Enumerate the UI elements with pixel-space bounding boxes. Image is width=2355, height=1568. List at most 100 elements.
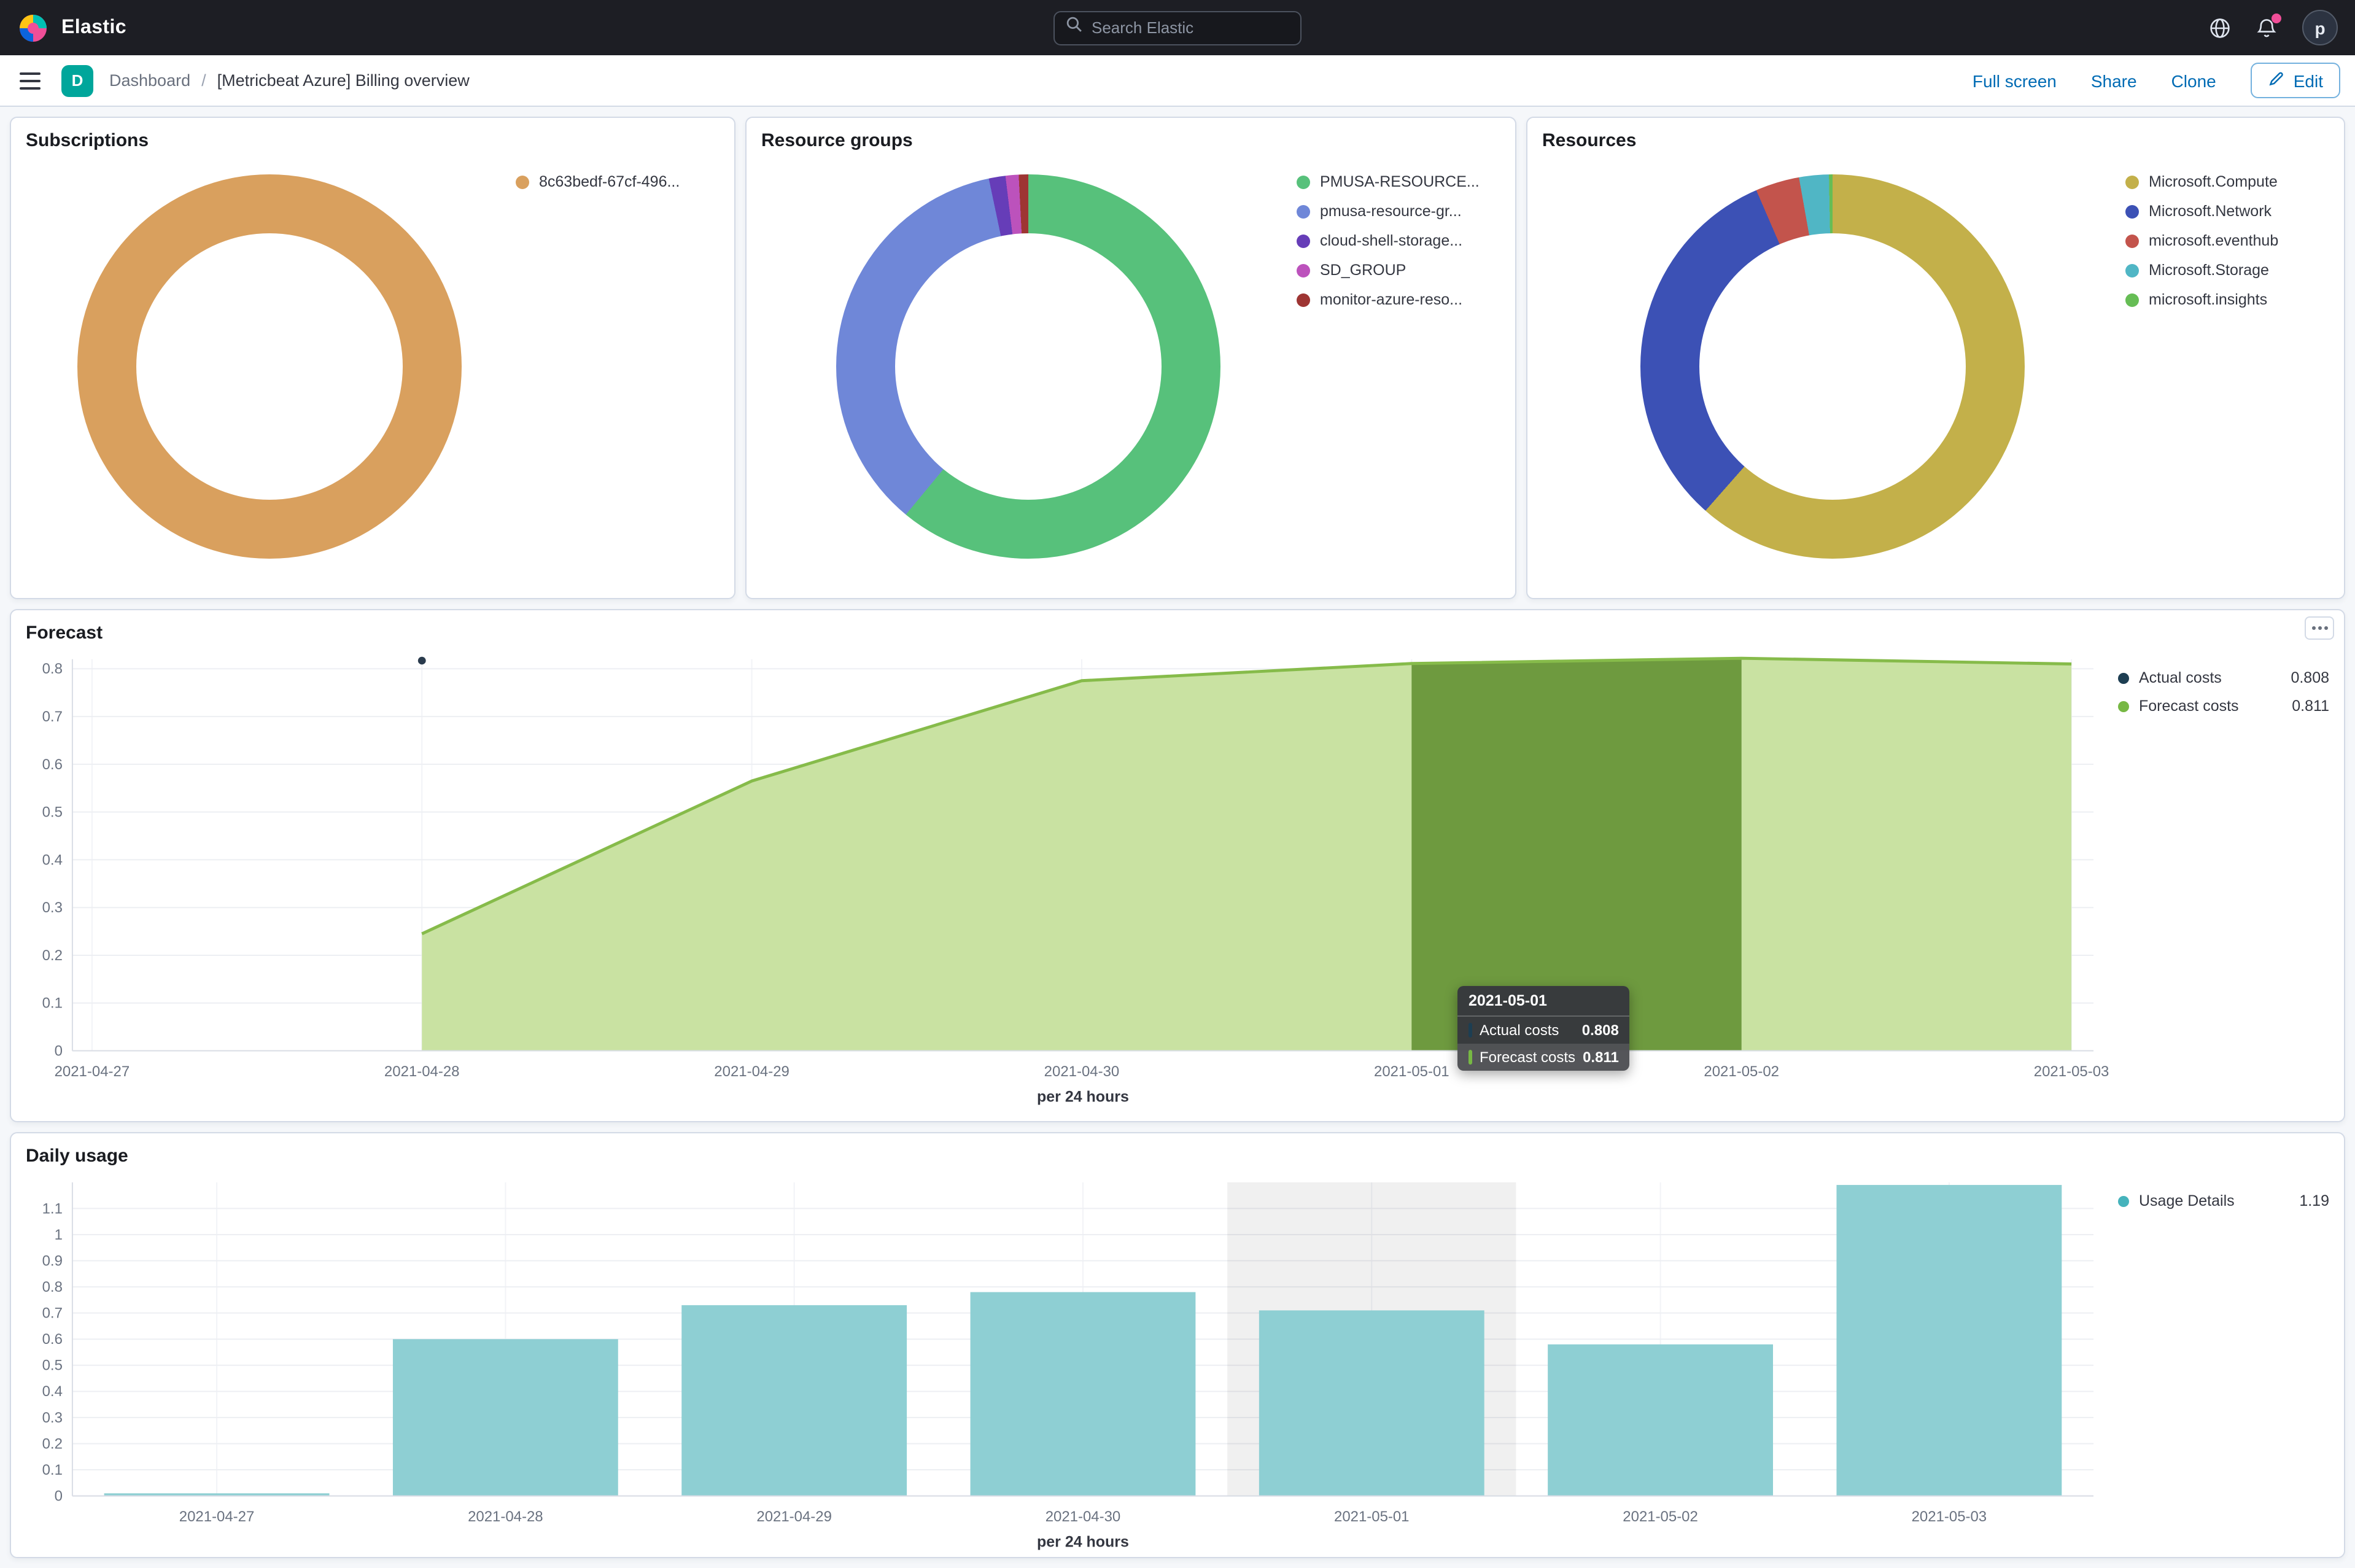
search-input[interactable] <box>1092 18 1276 37</box>
daily-usage-legend: Usage Details 1.19 <box>2118 1193 2329 1210</box>
svg-text:2021-04-30: 2021-04-30 <box>1044 1064 1120 1081</box>
svg-text:per 24 hours: per 24 hours <box>1037 1534 1129 1551</box>
panel-title: Resources <box>1542 130 1637 151</box>
dashboard-toolbar: D Dashboard / [Metricbeat Azure] Billing… <box>0 55 2355 107</box>
svg-text:0.2: 0.2 <box>42 1436 63 1453</box>
panel-resources: Resources Microsoft.Compute Microsoft.Ne… <box>1526 117 2345 600</box>
svg-text:0.6: 0.6 <box>42 1332 63 1348</box>
svg-text:0: 0 <box>55 1488 63 1505</box>
tooltip-value: 0.811 <box>1583 1049 1619 1066</box>
svg-text:0.5: 0.5 <box>42 1358 63 1375</box>
tooltip-swatch <box>1468 1050 1472 1065</box>
panel-daily-usage: Daily usage 0 0.1 0.2 0.3 0.4 0.5 0.6 0.7 0.8 0.9… <box>10 1132 2345 1558</box>
legend-label: SD_GROUP <box>1320 262 1406 279</box>
svg-text:0.7: 0.7 <box>42 709 63 726</box>
tooltip-header: 2021-05-01 <box>1457 987 1630 1017</box>
help-globe-icon[interactable] <box>2209 17 2231 39</box>
legend-item[interactable]: Microsoft.Network <box>2125 203 2332 220</box>
legend-item[interactable]: Microsoft.Storage <box>2125 262 2332 279</box>
elastic-logo-icon[interactable] <box>17 12 49 44</box>
chart-tooltip: 2021-05-01 Actual costs 0.808 Forecast c… <box>1457 986 1630 1071</box>
svg-text:2021-05-02: 2021-05-02 <box>1704 1064 1779 1081</box>
legend-swatch <box>1297 234 1310 247</box>
subscriptions-donut-chart[interactable] <box>77 174 462 559</box>
svg-text:0.2: 0.2 <box>42 948 63 964</box>
legend-label: Usage Details <box>2139 1192 2235 1210</box>
tooltip-swatch <box>1468 1023 1472 1038</box>
legend-swatch <box>1297 263 1310 277</box>
legend-swatch <box>1297 204 1310 218</box>
svg-text:2021-05-02: 2021-05-02 <box>1623 1509 1698 1526</box>
panel-options-button[interactable] <box>2305 616 2334 640</box>
edit-button[interactable]: Edit <box>2250 63 2340 98</box>
pencil-icon <box>2268 70 2285 91</box>
svg-text:0.9: 0.9 <box>42 1253 63 1270</box>
svg-text:2021-05-03: 2021-05-03 <box>2034 1064 2109 1081</box>
legend-swatch <box>1297 175 1310 188</box>
svg-text:0.1: 0.1 <box>42 995 63 1012</box>
svg-text:2021-04-27: 2021-04-27 <box>179 1509 255 1526</box>
page-title: [Metricbeat Azure] Billing overview <box>217 71 470 90</box>
global-search[interactable] <box>1053 10 1302 45</box>
legend-item[interactable]: Microsoft.Compute <box>2125 173 2332 190</box>
legend-item[interactable]: microsoft.eventhub <box>2125 232 2332 249</box>
resource-groups-donut-chart[interactable] <box>836 174 1220 559</box>
legend-label: microsoft.insights <box>2149 291 2268 308</box>
panel-subscriptions: Subscriptions 8c63bedf-67cf-496... <box>10 117 735 600</box>
panel-title: Resource groups <box>761 130 913 151</box>
forecast-area-chart[interactable]: 0 0.1 0.2 0.3 0.4 0.5 0.6 0.7 0.8 2021-04-27 2021-… <box>21 648 2111 1114</box>
svg-text:per 24 hours: per 24 hours <box>1037 1089 1129 1106</box>
legend-item[interactable]: Forecast costs 0.811 <box>2118 698 2329 715</box>
tooltip-value: 0.808 <box>1581 1022 1619 1039</box>
legend-value: 0.808 <box>2291 669 2329 687</box>
panel-title: Subscriptions <box>26 130 149 151</box>
legend-item[interactable]: PMUSA-RESOURCE... <box>1297 173 1503 190</box>
legend-label: pmusa-resource-gr... <box>1320 203 1462 220</box>
legend-label: Actual costs <box>2139 669 2222 687</box>
breadcrumb-separator: / <box>201 71 206 90</box>
donut-hole <box>136 233 403 500</box>
dashboard-grid: Subscriptions 8c63bedf-67cf-496... Resou… <box>0 107 2355 1568</box>
legend-item[interactable]: pmusa-resource-gr... <box>1297 203 1503 220</box>
legend-value: 1.19 <box>2299 1192 2329 1210</box>
breadcrumb-dashboard-link[interactable]: Dashboard <box>109 71 191 90</box>
svg-text:2021-04-28: 2021-04-28 <box>468 1509 543 1526</box>
global-header: Elastic p <box>0 0 2355 55</box>
clone-button[interactable]: Clone <box>2171 71 2216 90</box>
legend-swatch <box>516 175 529 188</box>
legend-item[interactable]: 8c63bedf-67cf-496... <box>516 173 722 190</box>
svg-text:0.6: 0.6 <box>42 756 63 773</box>
legend-label: microsoft.eventhub <box>2149 232 2279 249</box>
svg-text:2021-04-30: 2021-04-30 <box>1046 1509 1121 1526</box>
legend-item[interactable]: SD_GROUP <box>1297 262 1503 279</box>
legend-swatch <box>2118 672 2129 684</box>
daily-usage-bar-chart[interactable]: 0 0.1 0.2 0.3 0.4 0.5 0.6 0.7 0.8 0.9 1 1.1 2021-04-… <box>21 1176 2111 1557</box>
legend-label: Microsoft.Compute <box>2149 173 2278 190</box>
legend-swatch <box>2118 1195 2129 1207</box>
alerts-bell-icon[interactable] <box>2256 13 2281 39</box>
legend-label: PMUSA-RESOURCE... <box>1320 173 1480 190</box>
legend-item[interactable]: microsoft.insights <box>2125 291 2332 308</box>
legend-item[interactable]: monitor-azure-reso... <box>1297 291 1503 308</box>
toolbar-actions: Full screen Share Clone Edit <box>1973 63 2340 98</box>
breadcrumb: Dashboard / [Metricbeat Azure] Billing o… <box>109 71 470 90</box>
space-badge[interactable]: D <box>61 64 93 96</box>
svg-text:1: 1 <box>55 1227 63 1244</box>
legend-swatch <box>2125 234 2139 247</box>
user-avatar[interactable]: p <box>2302 10 2338 45</box>
legend-item[interactable]: Actual costs 0.808 <box>2118 670 2329 687</box>
menu-hamburger-icon[interactable] <box>15 67 45 94</box>
legend-swatch <box>1297 293 1310 306</box>
panel-forecast: Forecast 0 0.1 0.2 0.3 0.4 0.5 0.6 0.7 0.8 2021-0… <box>10 609 2345 1123</box>
legend-item[interactable]: Usage Details 1.19 <box>2118 1193 2329 1210</box>
legend-swatch <box>2125 204 2139 218</box>
share-button[interactable]: Share <box>2090 71 2137 90</box>
legend-label: Microsoft.Network <box>2149 203 2272 220</box>
pie-row: Subscriptions 8c63bedf-67cf-496... Resou… <box>10 117 2345 600</box>
legend-label: cloud-shell-storage... <box>1320 232 1463 249</box>
legend-item[interactable]: cloud-shell-storage... <box>1297 232 1503 249</box>
resources-donut-chart[interactable] <box>1640 174 2025 559</box>
legend-label: monitor-azure-reso... <box>1320 291 1463 308</box>
full-screen-button[interactable]: Full screen <box>1972 71 2057 90</box>
